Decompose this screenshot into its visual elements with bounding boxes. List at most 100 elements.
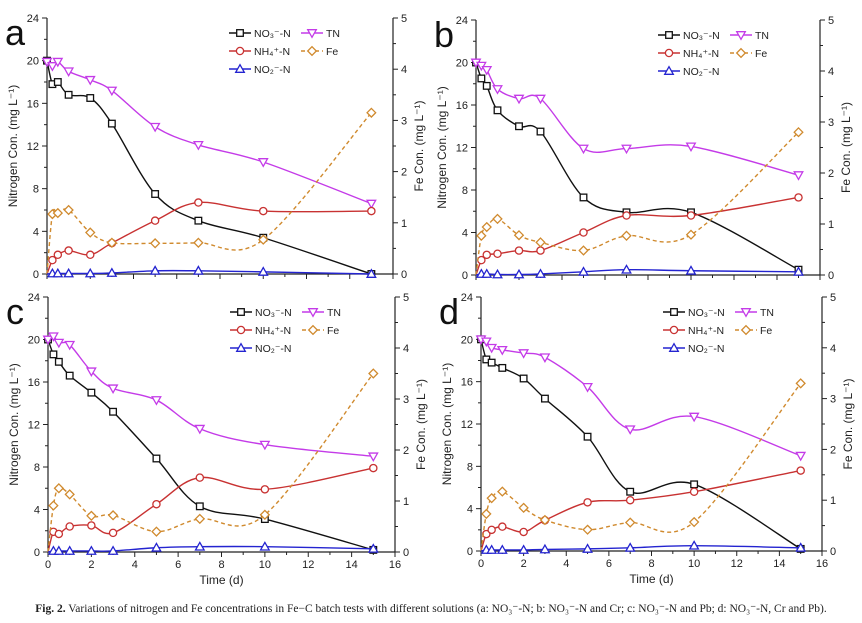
data-point-NO2 (106, 267, 118, 277)
data-point-NH4 (260, 485, 270, 494)
data-point-Fe (795, 378, 806, 389)
data-point-Fe (106, 237, 118, 248)
data-point-Fe (624, 517, 636, 528)
series-NO2 (47, 541, 379, 555)
data-point-TN (578, 144, 589, 155)
series-line-NH4 (47, 467, 374, 553)
data-point-Fe (688, 516, 700, 528)
data-point-Fe (685, 229, 697, 240)
legend-label-NO2: NO₂⁻-N (254, 64, 290, 76)
data-point-TN (107, 384, 119, 394)
data-point-TN (688, 412, 700, 423)
data-point-NO2 (84, 267, 96, 278)
data-point-NH4 (493, 249, 502, 258)
series-line-Fe (475, 131, 799, 276)
data-point-Fe (63, 204, 74, 216)
legend-marker-TN (740, 308, 752, 318)
x-tick-label: 14 (346, 559, 358, 571)
legend-label-NH4: NH₄⁺-N (254, 46, 290, 58)
data-point-NO3 (536, 127, 545, 136)
data-point-NH4 (536, 246, 545, 255)
data-point-NO2 (795, 542, 807, 552)
data-point-NH4 (65, 522, 74, 531)
series-NH4 (47, 463, 378, 553)
series-line-Fe (47, 373, 374, 553)
data-point-TN (85, 367, 97, 377)
data-point-Fe (193, 237, 204, 248)
legend-marker-NH4 (235, 46, 245, 56)
x-tick-label: 0 (45, 559, 51, 571)
data-point-NH4 (579, 228, 588, 237)
series-line-NO3 (47, 339, 374, 551)
legend-marker-NO3 (237, 308, 245, 316)
series-line-TN (46, 60, 372, 205)
x-tick-label: 8 (218, 559, 224, 571)
y2-tick-label: 3 (403, 394, 409, 406)
series-NO2 (46, 265, 377, 278)
x-axis-label: Time (d) (199, 573, 243, 587)
legend: NO₃⁻-N TN NH₄⁺-N Fe NO₂⁻-N (658, 30, 769, 78)
data-point-NO2 (518, 544, 530, 554)
data-point-NO3 (498, 363, 507, 372)
data-point-NO2 (52, 267, 64, 278)
data-point-NO2 (53, 545, 65, 555)
data-point-NH4 (195, 473, 205, 482)
data-point-Fe (368, 368, 379, 379)
data-point-NH4 (369, 463, 378, 473)
data-point-NO2 (192, 265, 204, 275)
x-tick-label: 6 (606, 558, 612, 570)
y2-axis-label: Fe Con. (mg L⁻¹) (841, 378, 855, 469)
legend-label-TN: TN (760, 307, 774, 319)
data-point-NO3 (54, 357, 63, 366)
y-tick-label: 24 (28, 292, 40, 304)
data-point-TN (513, 94, 525, 105)
data-point-NO2 (481, 268, 493, 278)
legend-marker-Fe (735, 47, 747, 59)
legend-label-NO3: NO₃⁻-N (254, 28, 291, 40)
y2-tick-label: 0 (403, 547, 409, 559)
series-line-Fe (46, 112, 372, 275)
y-axis-label: Nitrogen Con. (mg L⁻¹) (435, 86, 449, 208)
data-point-TN (793, 171, 804, 181)
data-point-NO2 (496, 544, 508, 554)
data-point-NO3 (626, 487, 635, 496)
x-tick-label: 2 (88, 559, 94, 571)
data-point-Fe (151, 526, 162, 537)
data-point-NH4 (194, 198, 203, 207)
y2-tick-label: 1 (828, 219, 834, 231)
y-tick-label: 4 (33, 226, 39, 238)
data-point-NO3 (64, 90, 73, 99)
y2-tick-label: 2 (830, 444, 836, 456)
legend-label-TN: TN (326, 28, 340, 40)
data-point-TN (795, 451, 807, 462)
data-point-NO3 (107, 119, 116, 128)
data-point-NO2 (513, 268, 525, 279)
data-point-TN (624, 425, 636, 435)
data-point-NO3 (195, 502, 204, 511)
series-line-Fe (480, 382, 802, 552)
data-point-Fe (535, 237, 546, 248)
y2-tick-label: 2 (403, 445, 409, 457)
y-tick-label: 0 (34, 547, 40, 559)
legend-marker-TN (307, 308, 319, 318)
data-point-NH4 (64, 246, 73, 255)
legend: NO₃⁻-N TN NH₄⁺-N Fe NO₂⁻-N (663, 307, 774, 355)
legend-label-NO2: NO₂⁻-N (683, 66, 719, 78)
data-point-Fe (53, 483, 65, 494)
data-point-TN (496, 345, 508, 356)
y-tick-label: 24 (456, 15, 468, 27)
data-point-Fe (48, 500, 59, 511)
legend-marker-NO3 (665, 31, 673, 39)
data-point-NO2 (85, 545, 97, 555)
data-point-Fe (582, 524, 593, 535)
data-point-NO2 (194, 541, 206, 551)
data-point-NO2 (535, 268, 546, 278)
y-tick-label: 8 (467, 461, 473, 473)
data-point-Fe (259, 509, 271, 520)
data-point-TN (63, 67, 75, 77)
data-point-Fe (64, 489, 75, 500)
